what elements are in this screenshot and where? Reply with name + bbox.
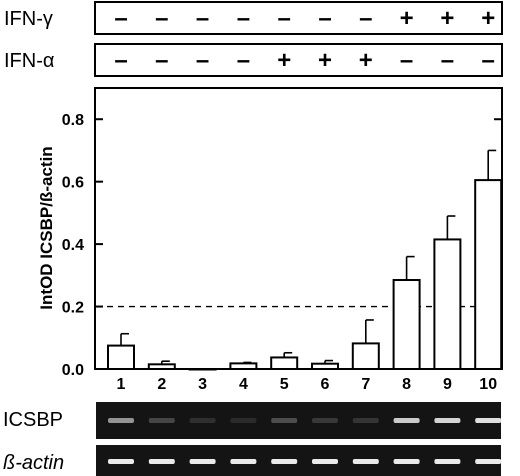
- sign-gamma-5: –: [278, 5, 291, 32]
- gel-band-actin-2: [148, 459, 175, 464]
- gel-band-icsbp-7: [352, 418, 379, 423]
- gel-band-icsbp-2: [148, 418, 175, 423]
- gel-band-actin-8: [393, 459, 420, 464]
- sign-gamma-7: –: [359, 5, 372, 32]
- gel-band-actin-10: [475, 459, 502, 464]
- bar-6: [311, 362, 339, 371]
- sign-gamma-8: +: [400, 5, 414, 32]
- y-tick-label: 0.6: [62, 175, 84, 192]
- sign-gamma-9: +: [440, 5, 454, 32]
- bar-4: [229, 362, 258, 371]
- sign-gamma-1: –: [114, 5, 127, 32]
- bar-5: [270, 356, 299, 371]
- x-tick-label-5: 5: [280, 376, 289, 393]
- ifn-alpha-signs: – – – – + + + – – –: [114, 47, 495, 74]
- gel-band-actin-4: [230, 459, 257, 464]
- ifn-gamma-signs: – – – – – – – + + +: [114, 5, 495, 32]
- sign-alpha-10: –: [482, 47, 495, 74]
- gel-band-icsbp-9: [434, 418, 461, 423]
- gel-band-actin-5: [271, 459, 298, 464]
- x-tick-label-2: 2: [157, 376, 166, 393]
- bar-9: [433, 238, 462, 370]
- sign-gamma-4: –: [237, 5, 250, 32]
- sign-gamma-6: –: [318, 5, 331, 32]
- ifn-alpha-box: [94, 43, 503, 77]
- y-tick-label: 0.0: [62, 362, 84, 379]
- gel-band-actin-9: [434, 459, 461, 464]
- sign-gamma-2: –: [155, 5, 168, 32]
- sign-gamma-10: +: [481, 5, 495, 32]
- sign-alpha-2: –: [155, 47, 168, 74]
- x-tick-label-1: 1: [117, 376, 126, 393]
- gel-beta-actin-bands: [108, 459, 502, 464]
- ifn-alpha-label: IFN-α: [4, 50, 54, 72]
- gel-band-actin-7: [352, 459, 379, 464]
- y-axis-title: IntOD ICSBP/ß-actin: [37, 146, 56, 309]
- bar-7: [351, 342, 380, 370]
- gel-band-icsbp-3: [189, 418, 216, 423]
- gel-band-actin-3: [189, 459, 216, 464]
- x-tick-label-9: 9: [443, 376, 452, 393]
- sign-alpha-6: +: [318, 47, 332, 74]
- gel-band-icsbp-4: [230, 418, 257, 423]
- sign-alpha-7: +: [359, 47, 373, 74]
- bar-3: [188, 368, 217, 371]
- x-tick-label-3: 3: [198, 376, 207, 393]
- bars: [107, 149, 503, 371]
- y-tick-label: 0.8: [62, 112, 84, 129]
- x-tick-labels: 1 2 3 4 5 6 7 8 9 10: [117, 376, 498, 393]
- gel-band-icsbp-5: [271, 418, 298, 423]
- x-tick-label-10: 10: [479, 376, 497, 393]
- bar-2: [147, 363, 176, 371]
- gel-band-icsbp-8: [393, 418, 420, 423]
- x-tick-label-6: 6: [321, 376, 330, 393]
- sign-alpha-1: –: [114, 47, 127, 74]
- sign-gamma-3: –: [196, 5, 209, 32]
- gel-band-icsbp-10: [475, 418, 502, 423]
- bar-10: [474, 179, 503, 370]
- sign-alpha-9: –: [441, 47, 454, 74]
- gel-band-icsbp-6: [312, 418, 338, 423]
- gel-band-actin-1: [108, 459, 134, 464]
- x-tick-label-7: 7: [361, 376, 370, 393]
- ifn-gamma-box: [94, 1, 503, 35]
- sign-alpha-3: –: [196, 47, 209, 74]
- gel-band-actin-6: [312, 459, 338, 464]
- bar-1: [107, 344, 135, 371]
- gel-icsbp-bands: [108, 418, 502, 423]
- gel-band-icsbp-1: [108, 418, 134, 423]
- ifn-gamma-label: IFN-γ: [4, 8, 53, 30]
- bar-8: [392, 279, 421, 370]
- sign-alpha-8: –: [400, 47, 413, 74]
- sign-alpha-4: –: [237, 47, 250, 74]
- sign-alpha-5: +: [277, 47, 291, 74]
- gel-label-beta-actin: ß-actin: [3, 452, 64, 474]
- gel-label-icsbp: ICSBP: [3, 409, 63, 431]
- y-tick-label: 0.2: [62, 300, 84, 317]
- x-tick-label-8: 8: [402, 376, 411, 393]
- x-tick-label-4: 4: [239, 376, 248, 393]
- y-tick-label: 0.4: [62, 237, 84, 254]
